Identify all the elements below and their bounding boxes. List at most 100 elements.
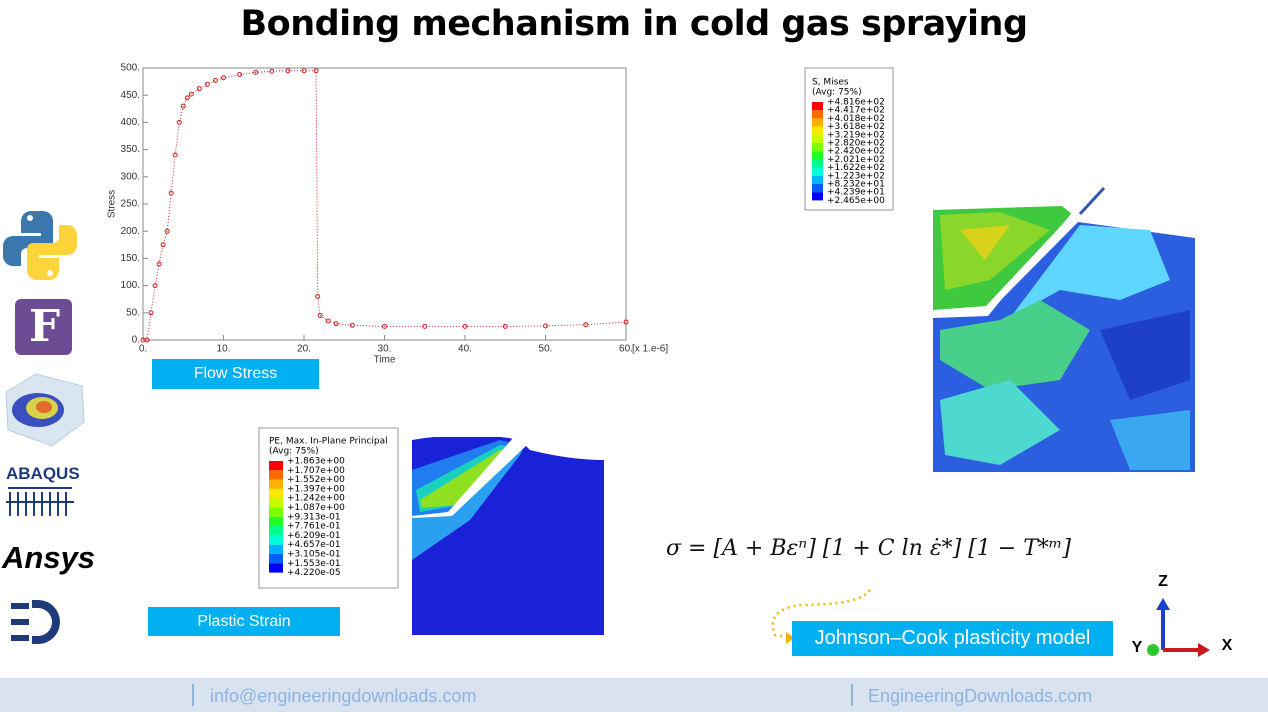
legend-label: +1.553e-01 <box>287 559 341 569</box>
legend-label: +1.242e+00 <box>287 494 345 504</box>
pe-contour <box>412 420 604 635</box>
legend-swatch <box>812 167 823 176</box>
data-point <box>422 323 428 329</box>
abaqus-text: ABAQUS <box>6 464 80 483</box>
data-point <box>164 228 170 234</box>
data-point <box>221 75 226 81</box>
data-point <box>333 321 339 327</box>
legend-label: +1.707e+00 <box>287 466 345 476</box>
footer-divider <box>851 684 853 706</box>
data-point <box>315 293 321 299</box>
data-point <box>502 323 508 329</box>
data-point <box>237 72 243 78</box>
ansys-text: Ansys <box>2 540 96 575</box>
legend-swatch <box>812 159 823 168</box>
mises-contour <box>933 186 1195 472</box>
legend-swatch <box>812 143 823 152</box>
abaqus-logo <box>6 487 74 516</box>
data-point <box>168 190 174 196</box>
legend-label: +2.820e+02 <box>827 139 885 149</box>
legend-swatch <box>269 507 283 517</box>
data-point <box>176 119 182 125</box>
legend-swatch <box>269 470 283 480</box>
legend-label: +4.239e+01 <box>827 188 885 198</box>
x-tick-label: 10. <box>217 344 231 355</box>
legend-label: +4.220e-05 <box>287 568 341 578</box>
data-point <box>184 95 190 101</box>
legend-label: +8.232e+01 <box>827 180 885 190</box>
data-point <box>269 68 275 74</box>
footer-email: info@engineeringdownloads.com <box>210 686 477 706</box>
legend-swatch <box>812 184 823 193</box>
data-point <box>325 318 331 324</box>
y-tick-label: 300. <box>121 171 140 182</box>
y-tick-label: 0. <box>132 335 140 346</box>
connector <box>771 589 872 640</box>
legend-swatch <box>269 535 283 545</box>
y-tick-label: 100. <box>121 280 140 291</box>
axis-triad: Z Y X <box>1132 573 1233 657</box>
legend-swatch <box>269 563 283 573</box>
legend-swatch <box>269 554 283 564</box>
legend-swatch <box>812 192 823 201</box>
triad-label: Y <box>1132 639 1143 656</box>
data-point <box>313 68 319 74</box>
data-point <box>583 322 589 328</box>
python-logo <box>3 211 77 280</box>
legend-swatch <box>269 526 283 536</box>
data-point <box>543 323 548 329</box>
legend-swatch <box>812 134 823 143</box>
y-tick-label: 150. <box>121 253 140 264</box>
footer <box>0 678 1268 712</box>
data-point <box>172 152 178 158</box>
legend-label: +1.863e+00 <box>287 457 345 467</box>
data-point <box>204 81 210 87</box>
equation: σ = [A + Bεⁿ] [1 + C ln ε̇*] [1 − T*ᵐ] <box>666 536 1071 561</box>
x-tick-label: 0. <box>139 344 147 355</box>
triad-label: Z <box>1158 573 1168 590</box>
x-axis-annotation: [x 1.e-6] <box>632 344 668 355</box>
legend-label: +1.223e+02 <box>827 171 885 181</box>
y-tick-label: 450. <box>121 90 140 101</box>
flow-stress-label: Flow Stress <box>152 359 319 389</box>
legend-subtitle: (Avg: 75%) <box>269 447 319 457</box>
y-tick-label: 200. <box>121 226 140 237</box>
footer-divider <box>192 684 194 706</box>
plot-frame <box>142 67 627 341</box>
legend-label: +6.209e-01 <box>287 531 341 541</box>
x-tick-label: 40. <box>458 344 472 355</box>
legend-label: +1.552e+00 <box>287 475 345 485</box>
x-tick-label: 60. <box>619 344 633 355</box>
legend-subtitle: (Avg: 75%) <box>812 88 862 98</box>
data-point <box>317 313 323 319</box>
legend-label: +4.657e-01 <box>287 540 341 550</box>
legend-label: +2.021e+02 <box>827 155 885 165</box>
johnson-cook-label: Johnson–Cook plasticity model <box>792 621 1113 656</box>
legend-swatch <box>269 498 283 508</box>
legend-label: +4.018e+02 <box>827 114 885 124</box>
y-tick-label: 50. <box>126 307 140 318</box>
y-tick-label: 400. <box>121 117 140 128</box>
y-tick-label: 350. <box>121 144 140 155</box>
legend-swatch <box>812 151 823 160</box>
x-tick-label: 30. <box>378 344 392 355</box>
legend-swatch <box>269 544 283 554</box>
data-point <box>623 319 629 325</box>
x-tick-label: 20. <box>297 344 311 355</box>
y-tick-label: 250. <box>121 199 140 210</box>
legend-swatch <box>812 110 823 119</box>
legend-swatch <box>269 488 283 499</box>
x-axis-label: Time <box>374 355 396 366</box>
data-point <box>285 68 291 74</box>
legend-label: +2.420e+02 <box>827 147 885 157</box>
data-point <box>253 69 259 75</box>
legend-swatch <box>812 102 823 111</box>
data-point <box>148 310 154 316</box>
plastic-strain-label: Plastic Strain <box>148 607 340 636</box>
legend-swatch <box>269 479 283 489</box>
data-point <box>156 261 162 267</box>
data-point <box>180 103 186 109</box>
legend-label: +1.622e+02 <box>827 163 885 173</box>
legend-label: +7.761e-01 <box>287 522 341 532</box>
